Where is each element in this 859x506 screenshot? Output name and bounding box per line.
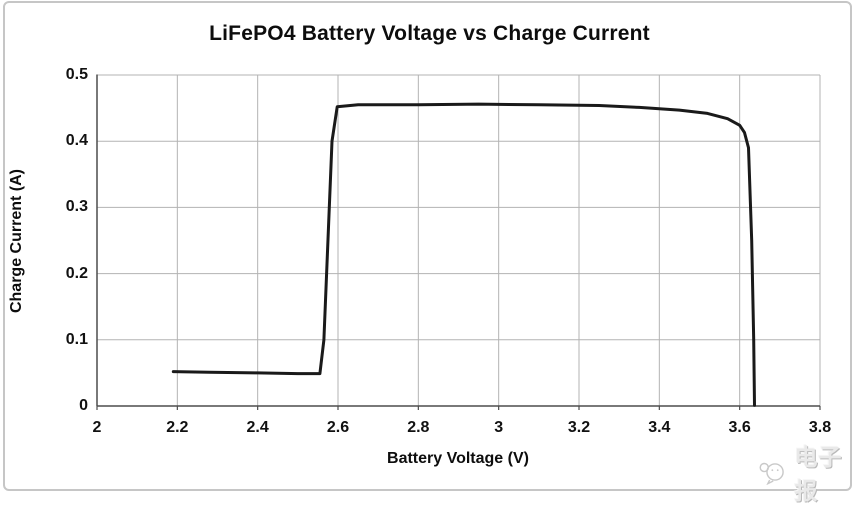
watermark: 电子报 (758, 438, 859, 506)
x-tick-label: 3.4 (648, 419, 671, 436)
x-tick-label: 2.6 (326, 419, 350, 436)
y-tick-label: 0.1 (65, 330, 88, 348)
x-tick-label: 3.8 (808, 419, 832, 436)
x-tick-label: 2.4 (246, 419, 269, 436)
y-tick-label: 0.2 (65, 264, 88, 282)
x-tick-label: 3 (494, 419, 504, 436)
y-tick-label: 0.5 (65, 66, 88, 83)
x-axis-title: Battery Voltage (V) (387, 450, 529, 467)
speech-bubble-face-logo (759, 462, 784, 485)
x-tick-label: 2.8 (407, 419, 430, 436)
y-tick-label: 0.3 (65, 198, 88, 216)
series-line-charge-current (171, 102, 756, 407)
y-tick-label: 0 (79, 397, 88, 414)
x-tick-label: 2.2 (166, 419, 189, 436)
chart-title: LiFePO4 Battery Voltage vs Charge Curren… (209, 22, 650, 45)
chart-frame (3, 1, 852, 491)
x-tick-label: 3.2 (567, 419, 591, 436)
y-tick-label: 0.4 (65, 132, 88, 150)
x-tick-label: 3.6 (728, 419, 751, 436)
y-axis-title: Charge Current (A) (8, 169, 25, 314)
x-tick-label: 2 (92, 419, 102, 436)
watermark-text: 电子报 (794, 444, 843, 504)
